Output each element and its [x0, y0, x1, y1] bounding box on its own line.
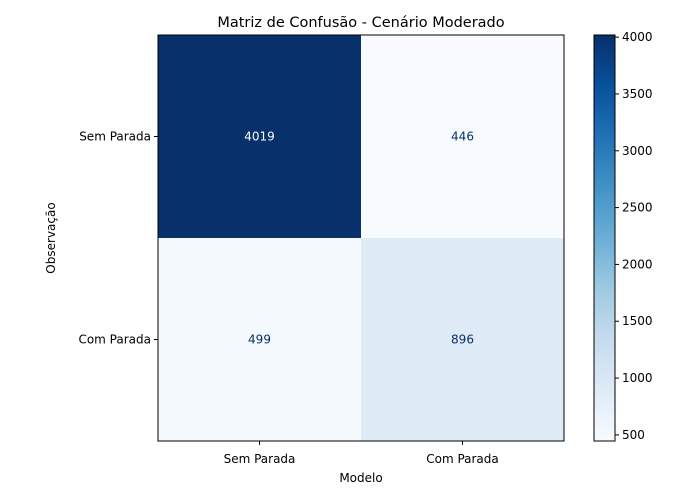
cell-com-parada-vs-com-parada-value: 896: [451, 333, 474, 347]
cell-com-parada-vs-com-parada: [361, 238, 564, 441]
cell-sem-parada-vs-com-parada-value: 446: [451, 130, 474, 144]
plot-frame: [157, 34, 565, 442]
x-tick-label: Com Parada: [426, 452, 499, 466]
cell-value-labels: 4019 446 499 896: [244, 130, 474, 347]
heatmap-cells: [158, 35, 564, 441]
y-tick-label: Sem Parada: [79, 130, 151, 144]
colorbar-tick-label: 3500: [622, 87, 653, 101]
cell-sem-parada-vs-com-parada: [361, 35, 564, 238]
chart-title: Matriz de Confusão - Cenário Moderado: [217, 15, 504, 31]
x-axis-label: Modelo: [339, 471, 382, 485]
colorbar-tick-label: 500: [622, 428, 645, 442]
colorbar-tick-label: 1000: [622, 371, 653, 385]
colorbar-tick-label: 3000: [622, 144, 653, 158]
colorbar-tick-label: 2000: [622, 257, 653, 271]
cell-com-parada-vs-sem-parada-value: 499: [248, 333, 271, 347]
colorbar-tick-label: 4000: [622, 30, 653, 44]
cell-com-parada-vs-sem-parada: [158, 238, 361, 441]
colorbar: [593, 34, 616, 442]
y-axis-label: Observação: [44, 202, 58, 273]
colorbar-ticks: 500 1000 1500 2000 2500 3000 3500 4000: [615, 30, 653, 442]
cell-sem-parada-vs-sem-parada: [158, 35, 361, 238]
y-tick-label: Com Parada: [78, 333, 151, 347]
y-axis-ticks: Sem Parada Com Parada: [78, 130, 158, 347]
x-tick-label: Sem Parada: [224, 452, 296, 466]
colorbar-tick-label: 1500: [622, 314, 653, 328]
cell-sem-parada-vs-sem-parada-value: 4019: [244, 130, 275, 144]
colorbar-tick-label: 2500: [622, 201, 653, 215]
x-axis-ticks: Sem Parada Com Parada: [224, 441, 499, 466]
